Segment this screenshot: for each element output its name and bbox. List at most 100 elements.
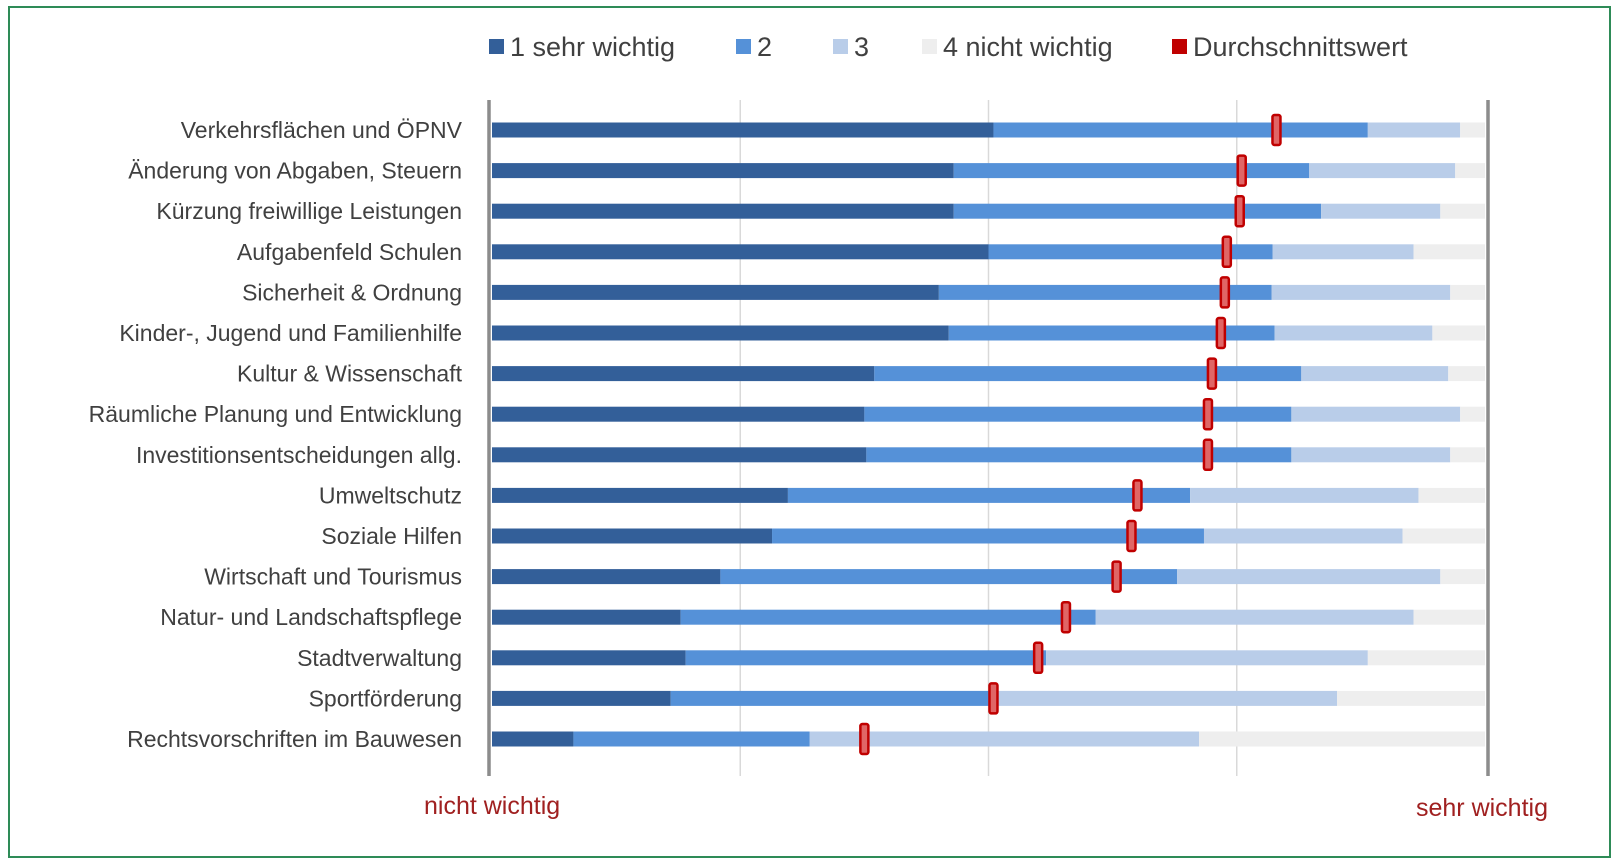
mean-marker (1132, 479, 1143, 512)
gridlines (739, 100, 1238, 776)
bar-segment-1 (492, 528, 773, 544)
bar-segment-1 (492, 325, 949, 341)
mean-marker (1271, 113, 1282, 147)
bar-segment-1 (492, 406, 865, 422)
mean-markers (859, 113, 1282, 756)
bar-segment-2 (573, 731, 810, 747)
bar-segment-4 (1448, 366, 1485, 382)
category-label: Wirtschaft und Tourismus (204, 564, 462, 590)
bar-segment-2 (866, 447, 1292, 463)
mean-marker (1219, 276, 1231, 309)
bar-segment-1 (492, 609, 681, 625)
bar-segment-1 (492, 244, 989, 260)
category-label: Sicherheit & Ordnung (242, 279, 462, 305)
bar-segment-1 (492, 284, 939, 300)
bar-segment-2 (948, 325, 1275, 341)
bar-segment-2 (988, 244, 1273, 260)
mean-marker (1202, 438, 1214, 472)
bar-segment-2 (953, 163, 1310, 179)
bar-segment-3 (1309, 163, 1456, 179)
bar-segment-2 (874, 366, 1302, 382)
bar-segment-1 (492, 163, 954, 179)
mean-marker (859, 722, 870, 756)
category-label: Sportförderung (309, 685, 462, 711)
category-label: Rechtsvorschriften im Bauwesen (127, 726, 462, 752)
bar-segment-4 (1418, 487, 1485, 503)
legend-label: 2 (757, 32, 772, 62)
bar-segment-2 (864, 406, 1292, 422)
legend-label: 1 sehr wichtig (510, 32, 675, 62)
bar-segment-4 (1460, 406, 1485, 422)
bar-segment-4 (1413, 244, 1485, 260)
category-labels: Verkehrsflächen und ÖPNV Änderung von Abg… (89, 117, 463, 752)
bar-segment-3 (1203, 528, 1403, 544)
mean-marker (988, 682, 999, 715)
bar-segment-3 (1272, 244, 1414, 260)
mean-marker (1206, 357, 1218, 390)
bar-segment-3 (1190, 487, 1419, 503)
bar-segment-4 (1440, 569, 1485, 585)
mean-marker (1126, 519, 1137, 553)
bar-segment-4 (1199, 731, 1485, 747)
category-label: Stadtverwaltung (297, 645, 462, 671)
category-label: Räumliche Planung und Entwicklung (89, 401, 462, 427)
bar-segment-4 (1337, 690, 1485, 706)
bar-segment-1 (492, 731, 574, 747)
bar-segment-4 (1450, 447, 1485, 463)
bar-segment-1 (492, 690, 671, 706)
bar-segment-3 (1291, 447, 1451, 463)
bar-segment-1 (492, 122, 994, 138)
bar-segment-3 (1274, 325, 1433, 341)
mean-marker (1060, 600, 1072, 634)
bar-segment-3 (1271, 284, 1451, 300)
mean-marker (1202, 397, 1214, 431)
legend-label: Durchschnittswert (1193, 32, 1408, 62)
bar-segment-1 (492, 487, 788, 503)
mean-marker (1032, 641, 1044, 675)
category-label: Kultur & Wissenschaft (237, 361, 463, 387)
bar-segment-1 (492, 447, 867, 463)
bar-segment-3 (1367, 122, 1461, 138)
category-label: Kürzung freiwillige Leistungen (156, 198, 462, 224)
bar-segment-3 (993, 690, 1338, 706)
mean-marker (1111, 560, 1122, 593)
bar-segment-3 (1291, 406, 1461, 422)
legend-label: 3 (854, 32, 869, 62)
bar-segment-2 (938, 284, 1272, 300)
chart-frame: 1 sehr wichtig 2 3 4 nicht wichtig Durchschn… (8, 6, 1611, 858)
bar-segment-2 (670, 690, 994, 706)
category-label: Aufgabenfeld Schulen (237, 239, 462, 265)
bar-segment-3 (1301, 366, 1449, 382)
end-label-right: sehr wichtig (1416, 794, 1548, 822)
bar-segment-2 (720, 569, 1178, 585)
bar-segment-2 (772, 528, 1204, 544)
legend-swatch (1172, 39, 1187, 54)
bar-segment-3 (1321, 203, 1441, 219)
category-label: Änderung von Abgaben, Steuern (128, 158, 462, 184)
end-label-left: nicht wichtig (424, 792, 560, 820)
category-label: Soziale Hilfen (321, 523, 462, 549)
bar-segment-3 (1177, 569, 1441, 585)
bars (492, 122, 1485, 747)
mean-marker (1236, 154, 1247, 187)
bar-segment-3 (1046, 650, 1368, 666)
bar-segment-3 (809, 731, 1200, 747)
legend: 1 sehr wichtig 2 3 4 nicht wichtig Durchschn… (489, 32, 1408, 62)
bar-segment-3 (1095, 609, 1414, 625)
bar-segment-4 (1402, 528, 1485, 544)
bar-segment-4 (1413, 609, 1485, 625)
bar-segment-1 (492, 366, 875, 382)
bar-segment-2 (685, 650, 1047, 666)
bar-segment-4 (1367, 650, 1485, 666)
bar-segment-2 (680, 609, 1096, 625)
bar-segment-1 (492, 569, 721, 585)
category-label: Umweltschutz (319, 482, 462, 508)
bar-segment-2 (787, 487, 1191, 503)
bar-segment-1 (492, 650, 686, 666)
bar-segment-1 (492, 203, 954, 219)
stacked-bar-chart: 1 sehr wichtig 2 3 4 nicht wichtig Durchschn… (89, 32, 1548, 822)
bar-segment-4 (1455, 163, 1485, 179)
mean-marker (1221, 235, 1233, 269)
category-label: Investitionsentscheidungen allg. (136, 442, 462, 468)
bar-segment-4 (1460, 122, 1485, 138)
